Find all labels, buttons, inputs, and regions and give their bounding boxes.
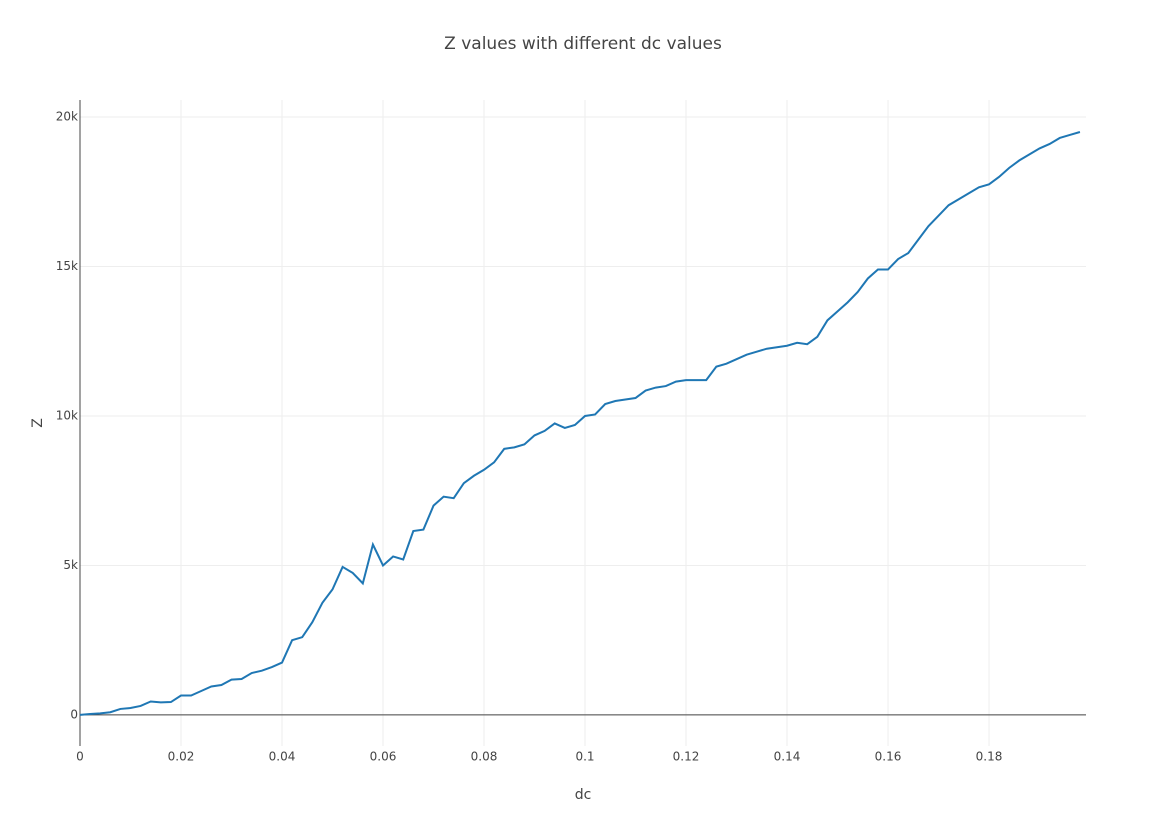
x-tick-label: 0.18 <box>976 750 1003 764</box>
x-tick-label: 0.14 <box>774 750 801 764</box>
x-tick-label: 0.08 <box>471 750 498 764</box>
x-tick-label: 0.12 <box>673 750 700 764</box>
x-tick-label: 0.1 <box>575 750 594 764</box>
x-tick-label: 0.04 <box>269 750 296 764</box>
y-tick-label: 0 <box>70 707 78 721</box>
y-axis-title: Z <box>30 418 46 428</box>
y-tick-label: 15k <box>56 259 78 273</box>
x-tick-label: 0.02 <box>168 750 195 764</box>
line <box>79 131 1081 716</box>
chart-title: Z values with different dc values <box>444 34 722 54</box>
y-tick-label: 5k <box>63 558 78 572</box>
y-tick-label: 10k <box>56 408 78 422</box>
x-tick-label: 0 <box>76 750 84 764</box>
y-tick-label: 20k <box>56 110 78 124</box>
x-tick-label: 0.16 <box>875 750 902 764</box>
x-axis-title: dc <box>575 787 592 803</box>
x-tick-label: 0.06 <box>370 750 397 764</box>
